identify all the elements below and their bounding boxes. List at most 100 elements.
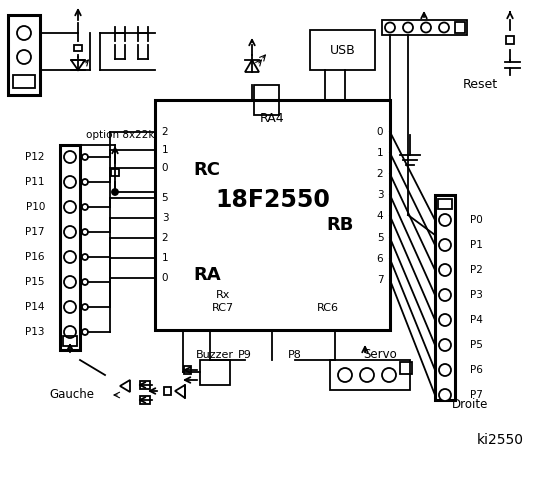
Text: 7: 7 — [377, 275, 383, 285]
Text: P2: P2 — [470, 265, 483, 275]
Text: P14: P14 — [25, 302, 45, 312]
Circle shape — [82, 204, 88, 210]
Text: 2: 2 — [377, 169, 383, 179]
Circle shape — [64, 276, 76, 288]
Circle shape — [360, 368, 374, 382]
Text: P7: P7 — [470, 390, 483, 400]
Text: P10: P10 — [25, 202, 45, 212]
Bar — [60, 145, 80, 350]
Text: P11: P11 — [25, 177, 45, 187]
Polygon shape — [245, 60, 259, 72]
Bar — [140, 381, 150, 389]
Text: 4: 4 — [377, 211, 383, 221]
Text: 5: 5 — [161, 193, 168, 203]
Circle shape — [439, 239, 451, 251]
Text: 1: 1 — [161, 145, 168, 155]
Circle shape — [17, 26, 31, 40]
Circle shape — [82, 279, 88, 285]
Circle shape — [439, 389, 451, 401]
Text: 3: 3 — [161, 213, 168, 223]
Polygon shape — [71, 60, 85, 70]
Text: P12: P12 — [25, 152, 45, 162]
Circle shape — [439, 314, 451, 326]
Text: 0: 0 — [377, 127, 383, 137]
Circle shape — [338, 368, 352, 382]
Bar — [164, 387, 171, 395]
Text: Reset: Reset — [462, 79, 498, 92]
Circle shape — [64, 151, 76, 163]
Text: P13: P13 — [25, 327, 45, 337]
Bar — [435, 195, 455, 400]
Circle shape — [82, 179, 88, 185]
Text: P1: P1 — [470, 240, 483, 250]
Bar — [506, 36, 514, 44]
Bar — [74, 45, 82, 51]
Bar — [184, 366, 191, 374]
Text: P4: P4 — [470, 315, 483, 325]
Circle shape — [439, 264, 451, 276]
Bar — [13, 75, 35, 88]
Circle shape — [439, 23, 449, 33]
Bar — [155, 100, 390, 330]
Circle shape — [82, 229, 88, 235]
Bar — [63, 336, 77, 346]
Text: 0: 0 — [161, 163, 168, 173]
Text: RC7: RC7 — [212, 303, 234, 313]
Circle shape — [439, 364, 451, 376]
Text: USB: USB — [330, 44, 356, 57]
Text: RB: RB — [326, 216, 354, 234]
Polygon shape — [120, 380, 130, 392]
Circle shape — [82, 254, 88, 260]
Circle shape — [64, 301, 76, 313]
Text: P15: P15 — [25, 277, 45, 287]
Circle shape — [82, 329, 88, 335]
Bar — [330, 360, 410, 390]
Text: Buzzer: Buzzer — [196, 350, 234, 360]
Text: 18F2550: 18F2550 — [215, 188, 330, 212]
Bar — [310, 30, 375, 70]
Text: Servo: Servo — [363, 348, 397, 361]
Text: P17: P17 — [25, 227, 45, 237]
Text: Droite: Droite — [452, 398, 488, 411]
Circle shape — [64, 326, 76, 338]
Text: 0: 0 — [161, 273, 168, 283]
Text: 1: 1 — [161, 253, 168, 263]
Bar — [140, 396, 150, 404]
Text: RC: RC — [194, 161, 221, 179]
Text: Gauche: Gauche — [50, 388, 95, 401]
Circle shape — [82, 304, 88, 310]
Circle shape — [64, 201, 76, 213]
Circle shape — [403, 23, 413, 33]
Circle shape — [385, 23, 395, 33]
Text: Rx: Rx — [216, 290, 230, 300]
Text: P5: P5 — [470, 340, 483, 350]
Text: P8: P8 — [288, 350, 302, 360]
Text: P6: P6 — [470, 365, 483, 375]
Bar — [438, 199, 452, 209]
Circle shape — [439, 339, 451, 351]
Bar — [8, 15, 40, 95]
Text: RC6: RC6 — [317, 303, 339, 313]
Circle shape — [439, 214, 451, 226]
Bar — [382, 20, 467, 35]
Text: P16: P16 — [25, 252, 45, 262]
Text: RA: RA — [193, 266, 221, 284]
Circle shape — [421, 23, 431, 33]
Bar — [111, 168, 119, 176]
Circle shape — [82, 154, 88, 160]
Text: 6: 6 — [377, 254, 383, 264]
Circle shape — [64, 176, 76, 188]
Text: P3: P3 — [470, 290, 483, 300]
Bar — [200, 360, 230, 385]
Text: 2: 2 — [161, 233, 168, 243]
Text: 5: 5 — [377, 233, 383, 243]
Circle shape — [64, 251, 76, 263]
Text: 2: 2 — [161, 127, 168, 137]
Polygon shape — [175, 385, 185, 398]
Circle shape — [439, 289, 451, 301]
Text: ki2550: ki2550 — [477, 433, 524, 447]
Text: P0: P0 — [470, 215, 483, 225]
Circle shape — [17, 50, 31, 64]
Bar — [455, 22, 465, 33]
Circle shape — [112, 189, 118, 195]
